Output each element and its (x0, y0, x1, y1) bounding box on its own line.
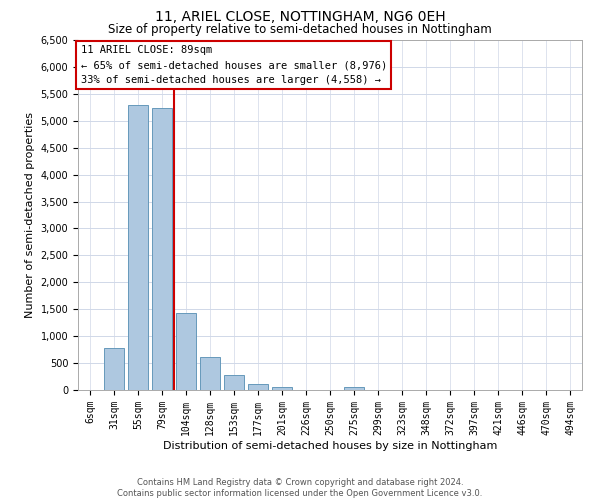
Text: 11 ARIEL CLOSE: 89sqm
← 65% of semi-detached houses are smaller (8,976)
33% of s: 11 ARIEL CLOSE: 89sqm ← 65% of semi-deta… (80, 46, 387, 85)
X-axis label: Distribution of semi-detached houses by size in Nottingham: Distribution of semi-detached houses by … (163, 440, 497, 450)
Bar (224, 376, 244, 390)
Bar (128, 104, 148, 390)
Text: Size of property relative to semi-detached houses in Nottingham: Size of property relative to semi-detach… (108, 22, 492, 36)
Bar (344, 388, 364, 390)
Bar (200, 356, 220, 390)
Bar (104, 348, 124, 390)
Bar (248, 384, 268, 390)
Bar (152, 108, 172, 390)
Text: 11, ARIEL CLOSE, NOTTINGHAM, NG6 0EH: 11, ARIEL CLOSE, NOTTINGHAM, NG6 0EH (155, 10, 445, 24)
Y-axis label: Number of semi-detached properties: Number of semi-detached properties (25, 112, 35, 318)
Bar (272, 388, 292, 390)
Text: Contains HM Land Registry data © Crown copyright and database right 2024.
Contai: Contains HM Land Registry data © Crown c… (118, 478, 482, 498)
Bar (176, 313, 196, 390)
